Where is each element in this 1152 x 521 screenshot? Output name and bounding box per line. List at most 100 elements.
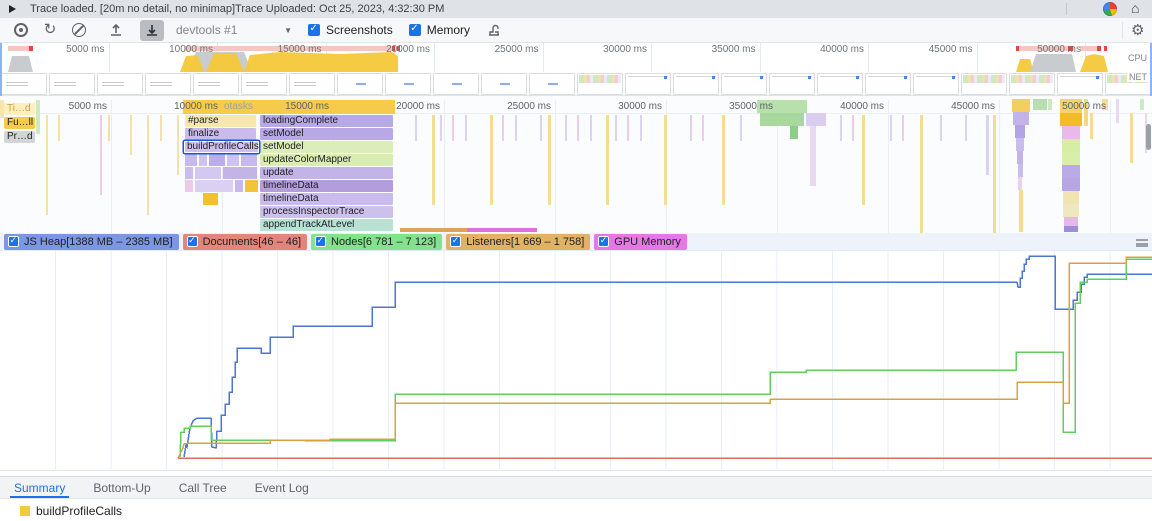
flame-event[interactable] bbox=[740, 115, 742, 141]
flame-event[interactable] bbox=[1084, 99, 1088, 126]
reload-and-record-button[interactable]: ↻ bbox=[43, 21, 57, 38]
flame-event-buildprofilecalls[interactable]: buildProfileCalls bbox=[184, 141, 259, 153]
collect-garbage-button[interactable] bbox=[486, 22, 502, 38]
screenshot-thumbnail[interactable] bbox=[1057, 73, 1103, 95]
flame-event[interactable] bbox=[223, 167, 257, 179]
flame-event[interactable] bbox=[177, 115, 179, 175]
flame-event[interactable] bbox=[502, 115, 504, 141]
flame-event[interactable] bbox=[1062, 165, 1080, 178]
flame-event[interactable] bbox=[690, 115, 692, 141]
flame-event[interactable] bbox=[432, 115, 435, 205]
flame-event[interactable] bbox=[1064, 226, 1078, 232]
flame-event[interactable] bbox=[577, 115, 579, 141]
screenshot-thumbnail[interactable] bbox=[433, 73, 479, 95]
screenshot-thumbnail[interactable] bbox=[1, 73, 47, 95]
flame-event[interactable] bbox=[565, 115, 567, 141]
flame-event[interactable] bbox=[664, 115, 667, 205]
flame-event-timelinedata[interactable]: timelineData bbox=[260, 180, 393, 192]
flame-event[interactable] bbox=[615, 115, 617, 141]
flame-event[interactable] bbox=[400, 228, 467, 232]
flame-event[interactable] bbox=[199, 154, 207, 166]
flame-event[interactable] bbox=[548, 115, 551, 205]
flame-event[interactable] bbox=[185, 154, 197, 166]
screenshot-thumbnail[interactable] bbox=[529, 73, 575, 95]
flame-event[interactable] bbox=[1130, 113, 1133, 163]
flame-event[interactable] bbox=[862, 115, 865, 205]
trace-window-right-handle[interactable] bbox=[1150, 43, 1152, 96]
flame-event[interactable] bbox=[590, 115, 592, 141]
flame-scrollbar-thumb[interactable] bbox=[1146, 124, 1151, 150]
flame-event[interactable] bbox=[58, 115, 60, 141]
timeline-overview[interactable]: 5000 ms 10000 ms 15000 ms 20000 ms 25000 ms 3… bbox=[0, 43, 1152, 96]
flame-event-update[interactable]: update bbox=[260, 167, 393, 179]
flame-event[interactable] bbox=[227, 154, 239, 166]
screenshots-checkbox[interactable] bbox=[308, 23, 320, 36]
flame-event[interactable] bbox=[993, 115, 996, 233]
flame-event[interactable] bbox=[185, 167, 193, 179]
screenshot-thumbnail[interactable] bbox=[97, 73, 143, 95]
flame-event-loadingcomplete[interactable]: loadingComplete bbox=[260, 115, 393, 127]
trace-window-left-handle[interactable] bbox=[0, 43, 2, 96]
legend-checkbox[interactable] bbox=[450, 235, 462, 247]
memory-checkbox[interactable] bbox=[408, 23, 421, 36]
flame-event[interactable] bbox=[160, 115, 162, 141]
flame-event[interactable] bbox=[640, 115, 642, 141]
flame-event[interactable] bbox=[1016, 138, 1024, 151]
flame-chart[interactable]: 5000 ms 10000 ms 15000 ms 20000 ms 25000 ms 3… bbox=[0, 96, 1152, 233]
flame-event[interactable] bbox=[1062, 178, 1080, 191]
flame-event[interactable] bbox=[1090, 113, 1093, 139]
legend-checkbox[interactable] bbox=[315, 235, 327, 247]
flame-event[interactable] bbox=[1140, 99, 1144, 110]
screenshot-thumbnail[interactable] bbox=[961, 73, 1007, 95]
flame-event[interactable] bbox=[840, 115, 842, 141]
flame-event-processinspectortrace[interactable]: processInspectorTrace bbox=[260, 206, 393, 218]
flame-event[interactable] bbox=[1060, 113, 1082, 126]
flame-event[interactable] bbox=[540, 115, 542, 141]
hamburger-menu-icon[interactable] bbox=[1136, 239, 1148, 247]
flame-event[interactable] bbox=[890, 115, 892, 141]
flame-event[interactable] bbox=[1063, 204, 1079, 217]
flame-event[interactable] bbox=[147, 115, 149, 215]
flame-event[interactable] bbox=[440, 115, 442, 141]
flame-event[interactable] bbox=[195, 180, 233, 192]
flame-event[interactable] bbox=[627, 115, 629, 141]
flame-event-setmodel[interactable]: setModel bbox=[260, 128, 393, 140]
screenshot-thumbnail[interactable] bbox=[1009, 73, 1055, 95]
screenshot-thumbnail[interactable] bbox=[49, 73, 95, 95]
flame-event[interactable] bbox=[1013, 112, 1029, 125]
profile-avatar[interactable] bbox=[1103, 2, 1117, 16]
flame-event-timelinedata[interactable]: timelineData bbox=[260, 193, 393, 205]
flame-event[interactable] bbox=[806, 113, 826, 126]
flame-event[interactable] bbox=[465, 115, 467, 141]
tab-call-tree[interactable]: Call Tree bbox=[178, 480, 227, 495]
flame-event[interactable] bbox=[986, 115, 989, 175]
screenshot-thumbnail[interactable] bbox=[721, 73, 767, 95]
flame-event-setmodel[interactable]: setModel bbox=[260, 141, 393, 153]
flame-event[interactable] bbox=[452, 115, 454, 141]
screenshot-filmstrip[interactable] bbox=[0, 72, 1152, 96]
flame-event[interactable] bbox=[36, 100, 40, 134]
flame-event[interactable] bbox=[1060, 99, 1082, 113]
tab-bottom-up[interactable]: Bottom-Up bbox=[93, 480, 151, 495]
load-profile-button[interactable] bbox=[140, 19, 164, 41]
flame-event[interactable] bbox=[130, 115, 132, 155]
flame-event[interactable] bbox=[1063, 191, 1079, 204]
screenshot-thumbnail[interactable] bbox=[577, 73, 623, 95]
flame-event-updatecolormapper[interactable]: updateColorMapper bbox=[260, 154, 393, 166]
screenshot-thumbnail[interactable] bbox=[337, 73, 383, 95]
track-chip[interactable]: Pr…d bbox=[4, 131, 35, 143]
screenshot-thumbnail[interactable] bbox=[865, 73, 911, 95]
flame-event[interactable] bbox=[108, 115, 110, 141]
screenshot-thumbnail[interactable] bbox=[289, 73, 335, 95]
screenshot-thumbnail[interactable] bbox=[769, 73, 815, 95]
flame-event-appendtrackatlevel[interactable]: appendTrackAtLevel bbox=[260, 219, 393, 231]
flame-event[interactable] bbox=[1062, 152, 1080, 165]
flame-event[interactable] bbox=[185, 180, 193, 192]
flame-event[interactable] bbox=[0, 100, 4, 118]
flame-event[interactable] bbox=[810, 126, 816, 186]
flame-event[interactable] bbox=[760, 113, 804, 126]
screenshot-thumbnail[interactable] bbox=[481, 73, 527, 95]
flame-event[interactable] bbox=[490, 115, 493, 205]
flame-event[interactable] bbox=[235, 180, 243, 192]
flame-event[interactable] bbox=[203, 193, 218, 205]
